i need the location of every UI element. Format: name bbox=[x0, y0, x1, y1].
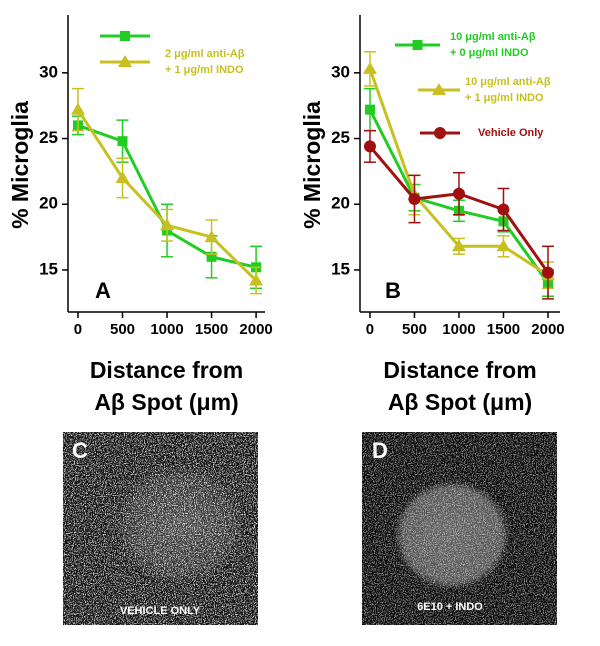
x-tick-label: 2000 bbox=[239, 321, 272, 338]
x-axis-title: Aβ Spot (μm) bbox=[388, 389, 532, 415]
y-tick-label: 20 bbox=[39, 194, 58, 213]
x-tick-label: 500 bbox=[402, 321, 427, 338]
x-tick-label: 0 bbox=[366, 321, 374, 338]
image-caption: 6E10 + INDO bbox=[417, 601, 483, 613]
y-tick-label: 25 bbox=[331, 128, 350, 147]
marker bbox=[362, 61, 377, 74]
micrograph-d bbox=[362, 432, 557, 625]
x-tick-label: 1000 bbox=[150, 321, 183, 338]
panel-label: B bbox=[385, 278, 401, 303]
marker bbox=[496, 239, 511, 252]
x-axis-title: Distance from bbox=[383, 357, 536, 383]
marker bbox=[70, 102, 85, 115]
series bbox=[70, 87, 264, 295]
x-axis-title: Aβ Spot (μm) bbox=[94, 389, 238, 415]
y-tick-label: 30 bbox=[331, 62, 350, 81]
legend-label: + 1 μg/ml INDO bbox=[165, 64, 244, 76]
marker bbox=[115, 170, 130, 183]
marker bbox=[160, 218, 175, 231]
y-axis-title: % Microglia bbox=[7, 101, 33, 229]
y-tick-label: 30 bbox=[39, 62, 58, 81]
x-tick-label: 500 bbox=[110, 321, 135, 338]
series bbox=[363, 129, 554, 300]
y-tick-label: 15 bbox=[331, 259, 350, 278]
marker bbox=[363, 140, 376, 153]
y-axis-title: % Microglia bbox=[299, 101, 325, 229]
legend-label: 2 μg/ml anti-Aβ bbox=[165, 48, 245, 60]
legend-label: 10 μg/ml anti-Aβ bbox=[450, 31, 536, 43]
panel-label: D bbox=[372, 438, 388, 463]
marker bbox=[117, 136, 128, 147]
y-tick-label: 25 bbox=[39, 128, 58, 147]
marker bbox=[497, 203, 510, 216]
legend-label: + 0 μg/ml INDO bbox=[450, 47, 529, 59]
legend-label: 10 μg/ml anti-Aβ bbox=[465, 76, 551, 88]
x-tick-label: 1000 bbox=[442, 321, 475, 338]
micrograph-c bbox=[63, 432, 258, 625]
x-axis-title: Distance from bbox=[90, 357, 243, 383]
x-tick-label: 1500 bbox=[487, 321, 520, 338]
x-tick-label: 2000 bbox=[531, 321, 564, 338]
legend-label: + 1 μg/ml INDO bbox=[465, 92, 544, 104]
marker bbox=[249, 273, 264, 286]
marker bbox=[118, 55, 132, 67]
y-tick-label: 15 bbox=[39, 259, 58, 278]
marker bbox=[541, 266, 554, 279]
marker bbox=[120, 31, 130, 41]
marker bbox=[204, 230, 219, 243]
panel-label: C bbox=[72, 438, 88, 463]
marker bbox=[451, 239, 466, 252]
marker bbox=[434, 127, 446, 139]
y-tick-label: 20 bbox=[331, 194, 350, 213]
marker bbox=[364, 104, 375, 115]
marker bbox=[408, 192, 421, 205]
panel-label: A bbox=[95, 278, 111, 303]
marker bbox=[432, 83, 446, 95]
marker bbox=[412, 40, 423, 50]
marker bbox=[206, 251, 217, 262]
image-caption: VEHICLE ONLY bbox=[120, 605, 201, 617]
legend-label: Vehicle Only bbox=[478, 127, 544, 139]
x-tick-label: 0 bbox=[74, 321, 82, 338]
x-tick-label: 1500 bbox=[195, 321, 228, 338]
marker bbox=[452, 187, 465, 200]
